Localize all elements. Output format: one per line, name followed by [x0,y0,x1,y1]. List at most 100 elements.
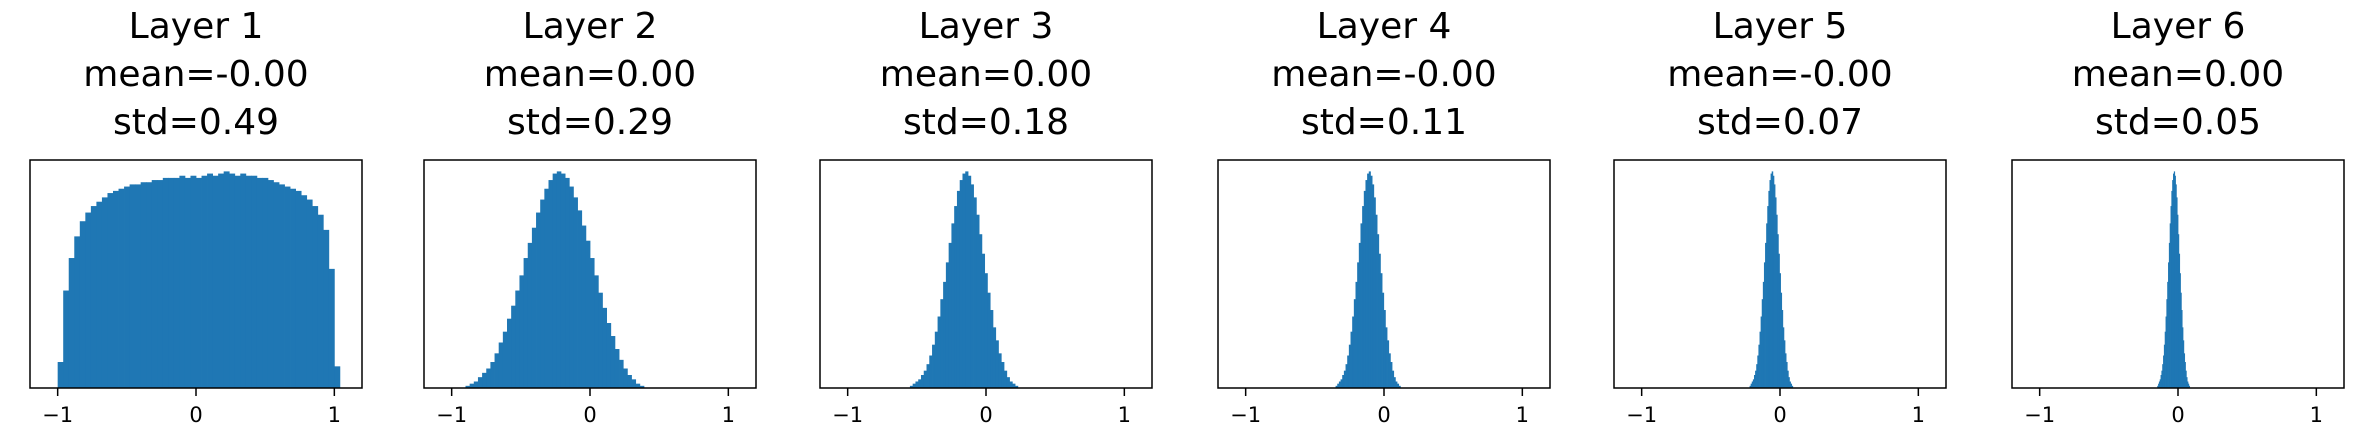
histogram-bar [984,273,988,388]
histogram-bar [2167,281,2169,388]
histogram-bar [909,385,914,388]
histogram-bar [573,197,578,388]
histogram-bar [207,173,213,388]
histogram-bar [948,242,952,388]
histogram-bar [284,186,291,388]
histogram-bar [118,188,125,388]
histogram-bar [140,182,147,388]
panel-std-label: std=0.11 [1301,102,1467,143]
histogram-bar [606,323,612,388]
histogram-bar [962,173,966,388]
panel-mean-label: mean=0.00 [484,54,696,95]
histogram-bar [328,268,335,388]
histogram-bar [234,175,241,388]
histogram-bar [218,173,225,388]
histogram-bar [1006,377,1010,388]
histogram-panel-4: Layer 4 mean=-0.00 std=0.11 −1 0 1 [1217,6,1551,427]
histogram-bars [57,171,341,388]
histogram-bar [1766,223,1768,388]
histogram-bar [926,364,930,388]
histogram-bar [1343,370,1346,388]
x-tick-label: 0 [1773,403,1786,427]
histogram-bar [1368,171,1371,388]
histogram-bar [915,381,919,388]
x-tick-label: −1 [436,403,467,427]
histogram-bar [1377,234,1380,388]
histogram-bar [1775,197,1777,388]
histogram-bar [262,177,269,388]
histogram-bar [2174,175,2176,388]
histogram-bar [2157,385,2159,388]
histogram-panel-3: Layer 3 mean=0.00 std=0.18 −1 0 1 [819,6,1153,427]
histogram-bar [1340,379,1343,388]
x-tick-label: 0 [979,403,992,427]
histogram-bar [548,180,554,388]
histogram-bar [1751,381,1754,388]
histogram-bar [2164,331,2166,388]
histogram-bar [992,327,997,388]
histogram-bar [1357,262,1360,388]
panel-std-label: std=0.49 [113,102,279,143]
histogram-bar [1761,299,1764,388]
histogram-bar [1373,197,1376,388]
histogram-bar [1393,377,1396,388]
histogram-bar [540,199,545,388]
histogram-bar [212,175,219,388]
histogram-bars [1335,171,1401,388]
histogram-bar [544,188,549,388]
histogram-bar [995,340,999,388]
histogram-bar [590,258,595,388]
histogram-bar [279,184,285,388]
histogram-bars [1749,171,1794,388]
x-tick-label: −1 [42,403,73,427]
histogram-bar [1395,381,1398,388]
histogram-bar [932,344,936,388]
x-tick-label: 1 [1118,403,1131,427]
histogram-bar [940,299,944,388]
histogram-bar [2187,383,2190,388]
histogram-bar [2182,327,2184,388]
histogram-bar [627,375,632,388]
histogram-bar [223,171,230,388]
histogram-bar [1768,190,1770,388]
panel-std-label: std=0.18 [903,102,1069,143]
histogram-bar [920,375,925,388]
histogram-bar [184,177,191,388]
histogram-bar [486,368,491,388]
histogram-bar [968,175,972,388]
histogram-bar [934,331,938,388]
histogram-bar [2162,364,2164,388]
histogram-bar [1778,253,1780,388]
panel-title: Layer 1 [129,6,264,47]
histogram-bar [2179,273,2181,388]
x-tick-label: 0 [2171,403,2184,427]
histogram-bar [1767,206,1769,388]
histogram-bar [101,197,108,388]
x-tick-label: 1 [2310,403,2323,427]
histogram-bar [1362,206,1365,388]
histogram-bar [2178,253,2181,388]
histogram-bar [2160,375,2162,388]
panel-std-label: std=0.29 [507,102,673,143]
histogram-bar [2172,180,2174,388]
histogram-bar [1780,292,1783,388]
histogram-bar [151,180,158,388]
histogram-bar [498,342,504,388]
histogram-bar [74,236,81,388]
histogram-bar [107,193,114,388]
panel-title: Layer 3 [919,6,1054,47]
histogram-bar [635,383,641,388]
histogram-bar [594,275,599,388]
histogram-bar [1789,381,1791,388]
histogram-bar [2166,299,2168,388]
histogram-bar [135,184,142,388]
histogram-bar [1347,355,1350,388]
histogram-panel-6: Layer 6 mean=0.00 std=0.05 −1 0 1 [2011,6,2345,427]
histogram-bars [909,171,1019,388]
histogram-bar [2168,262,2170,388]
histogram-bar [998,353,1002,388]
panel-title: Layer 2 [523,6,658,47]
histogram-bar [2187,381,2189,388]
histogram-bar [1382,292,1385,388]
panel-mean-label: mean=0.00 [880,54,1092,95]
